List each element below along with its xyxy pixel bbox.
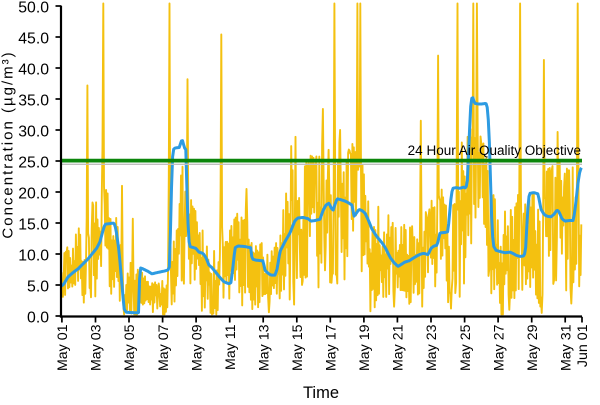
svg-text:Time: Time [303, 384, 339, 400]
svg-text:0.0: 0.0 [27, 310, 49, 327]
svg-text:45.0: 45.0 [18, 31, 49, 48]
svg-text:May 29: May 29 [525, 324, 541, 371]
svg-text:25.0: 25.0 [18, 155, 49, 172]
svg-text:50.0: 50.0 [18, 0, 49, 17]
svg-text:15.0: 15.0 [18, 217, 49, 234]
svg-text:May 21: May 21 [391, 324, 407, 371]
svg-text:May 05: May 05 [122, 324, 138, 371]
svg-text:5.0: 5.0 [27, 279, 49, 296]
svg-text:10.0: 10.0 [18, 248, 49, 265]
svg-text:May 27: May 27 [491, 324, 507, 371]
svg-text:May 25: May 25 [458, 324, 474, 371]
svg-text:May 07: May 07 [156, 324, 172, 371]
svg-text:35.0: 35.0 [18, 93, 49, 110]
svg-text:30.0: 30.0 [18, 124, 49, 141]
svg-text:May 31: May 31 [558, 324, 574, 371]
svg-text:May 19: May 19 [357, 324, 373, 371]
svg-text:Jun 01: Jun 01 [575, 324, 591, 367]
svg-text:May 11: May 11 [223, 324, 239, 370]
svg-text:May 01: May 01 [55, 324, 71, 371]
svg-text:May 15: May 15 [290, 324, 306, 371]
svg-text:May 03: May 03 [89, 324, 105, 371]
svg-text:40.0: 40.0 [18, 62, 49, 79]
svg-text:May 23: May 23 [424, 324, 440, 371]
svg-text:May 09: May 09 [189, 324, 205, 371]
svg-text:Concentration (µg/m³): Concentration (µg/m³) [0, 50, 17, 238]
svg-text:May 13: May 13 [256, 324, 272, 371]
svg-text:May 17: May 17 [324, 324, 340, 371]
svg-text:24 Hour Air Quality Objective: 24 Hour Air Quality Objective [408, 143, 581, 158]
svg-text:20.0: 20.0 [18, 186, 49, 203]
